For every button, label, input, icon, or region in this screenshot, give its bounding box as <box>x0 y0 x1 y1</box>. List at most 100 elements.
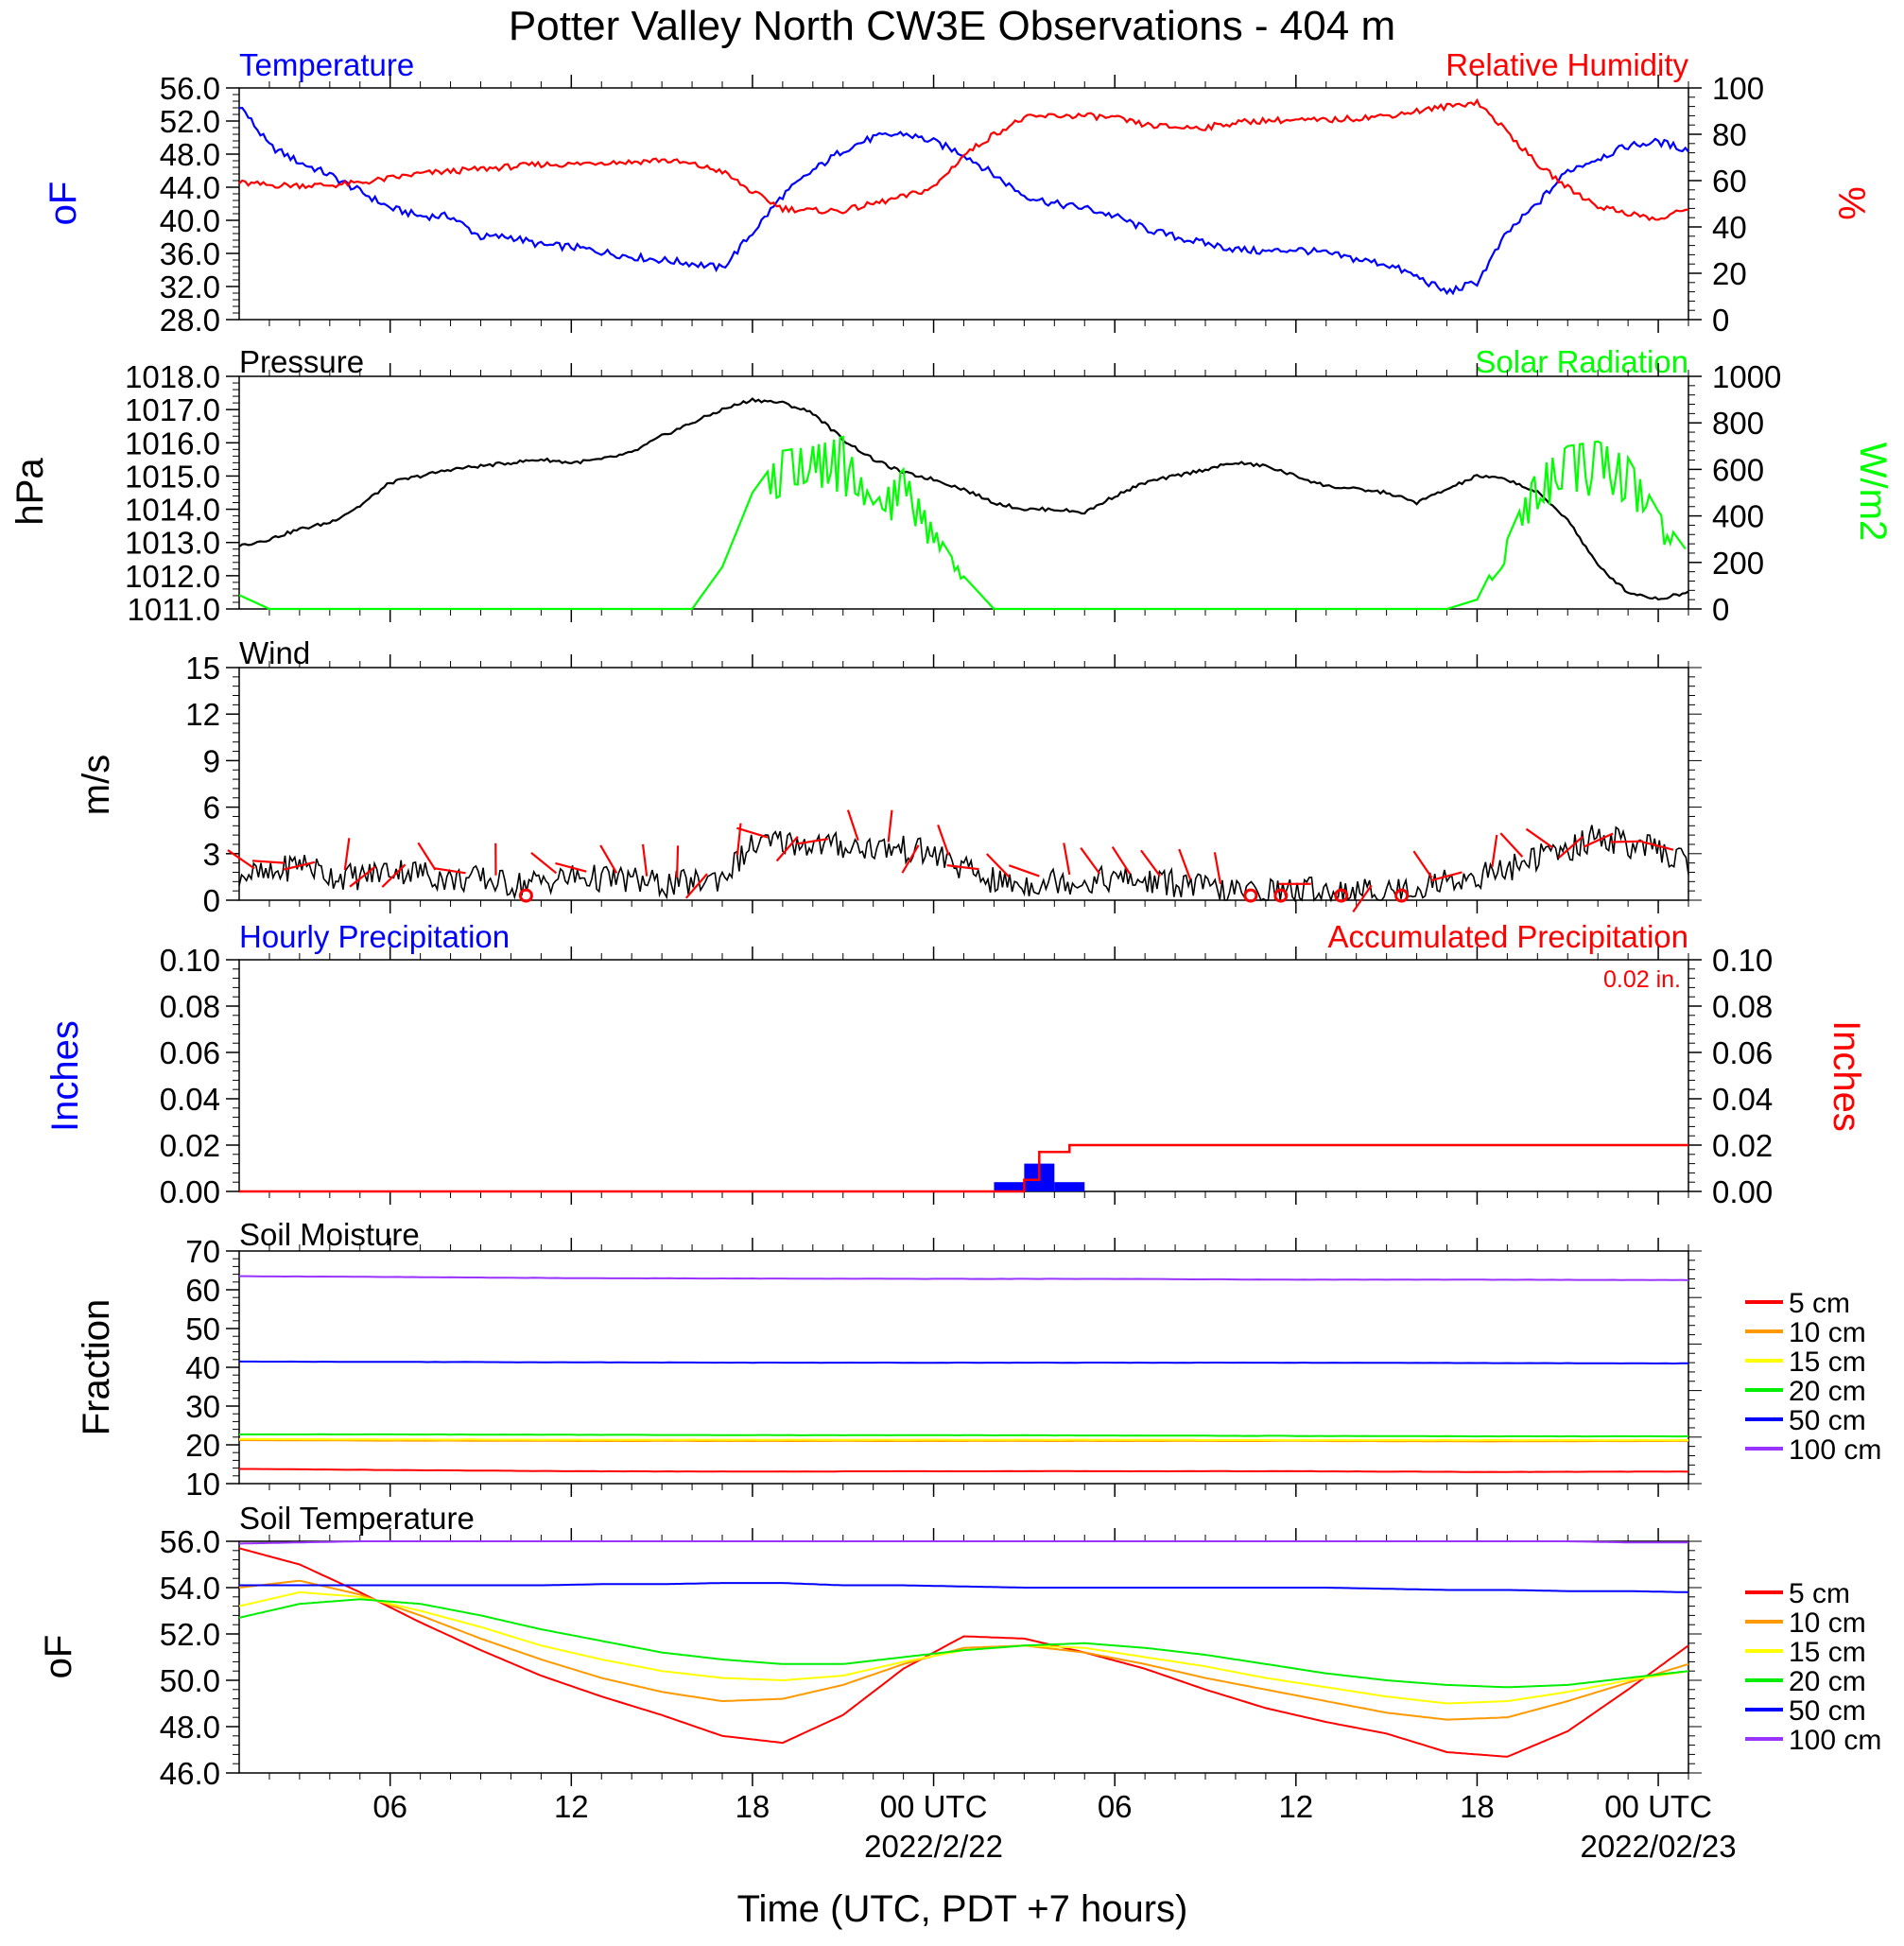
accum-precip-tick-label: 0.08 <box>1712 989 1773 1024</box>
hourly-precip-tick-label: 0.10 <box>160 943 220 978</box>
legend-label: 100 cm <box>1789 1725 1881 1756</box>
hourly-precip-tick-label: 0.04 <box>160 1082 220 1117</box>
wind-panel: Wind m/s 15 12 9 6 3 0 <box>76 635 1702 918</box>
humidity-line <box>238 97 1689 222</box>
accum-total-label: 0.02 in. <box>1603 966 1681 993</box>
temperature-tick-label: 56.0 <box>160 71 220 106</box>
legend-label: 15 cm <box>1789 1347 1866 1378</box>
wind-barb <box>684 873 708 899</box>
wind-barb <box>937 825 950 856</box>
wind-barb <box>227 849 255 870</box>
pressure-axis: 1018.01017.01016.01015.01014.01013.01012… <box>125 359 239 627</box>
temperature-humidity-series <box>238 97 1689 296</box>
pressure-title: Pressure <box>239 344 364 379</box>
accum-precip-tick-label: 0.02 <box>1712 1128 1773 1163</box>
soil-moisture-line <box>239 1275 1689 1281</box>
precipitation-panel: Hourly Precipitation Accumulated Precipi… <box>44 919 1867 1209</box>
solar-axis: 1000 800 600 400 200 0 <box>1688 359 1781 627</box>
soil-moisture-line <box>239 1437 1688 1442</box>
temperature-line <box>238 106 1689 296</box>
humidity-tick-label: 20 <box>1712 256 1747 291</box>
pressure-unit: hPa <box>9 458 51 526</box>
x-axis-label: Time (UTC, PDT +7 hours) <box>737 1888 1188 1930</box>
calm-wind-marker <box>1273 888 1289 903</box>
wind-title: Wind <box>239 635 310 670</box>
calm-wind-marker <box>518 888 533 903</box>
wind-barb <box>599 844 618 874</box>
pressure-tick-label: 1012.0 <box>125 559 220 594</box>
wind-tick-label: 12 <box>185 697 220 732</box>
soil-temperature-tick-label: 54.0 <box>160 1571 220 1606</box>
figure-title: Potter Valley North CW3E Observations - … <box>509 3 1395 49</box>
accum-precip-title: Accumulated Precipitation <box>1327 919 1688 954</box>
panel-frame <box>238 1250 1689 1485</box>
soil-moisture-line <box>239 1468 1689 1473</box>
wind-unit: m/s <box>76 755 117 815</box>
temperature-tick-label: 28.0 <box>160 303 220 338</box>
soil-moisture-tick-label: 10 <box>185 1467 220 1502</box>
panel-frame <box>238 667 1689 901</box>
temperature-tick-label: 36.0 <box>160 236 220 271</box>
soil-temperature-line <box>238 1579 1689 1721</box>
time-ticks <box>268 363 1689 622</box>
wind-barb <box>433 867 466 875</box>
panel-frame <box>238 959 1689 1192</box>
wind-barb <box>1491 834 1498 867</box>
pressure-solar-series <box>238 397 1689 611</box>
soil-moisture-tick-label: 70 <box>185 1234 220 1269</box>
hourly-precip-axis: 0.10 0.08 0.06 0.04 0.02 0.00 <box>160 943 239 1209</box>
solar-tick-label: 200 <box>1712 546 1764 581</box>
legend-label: 50 cm <box>1789 1405 1866 1436</box>
humidity-tick-label: 80 <box>1712 117 1747 152</box>
hourly-precip-tick-label: 0.00 <box>160 1174 220 1209</box>
temperature-tick-label: 32.0 <box>160 269 220 304</box>
soil-temperature-panel: Soil Temperature oF 56.0 54.0 52.0 50.0 48.0… <box>38 1501 1881 1791</box>
legend-label: 10 cm <box>1789 1607 1866 1639</box>
time-ticks <box>268 1238 1702 1497</box>
soil-temperature-axis: 56.0 54.0 52.0 50.0 48.0 46.0 <box>160 1524 239 1791</box>
wind-barb <box>736 826 769 839</box>
wind-barb <box>1525 827 1553 849</box>
soil-moisture-unit: Fraction <box>76 1299 117 1436</box>
time-tick-label: 00 UTC <box>1604 1789 1712 1824</box>
solar-tick-label: 400 <box>1712 499 1764 534</box>
wind-tick-label: 3 <box>203 837 220 872</box>
wind-barb <box>1558 835 1584 860</box>
soil-temperature-title: Soil Temperature <box>239 1501 475 1536</box>
wind-barb <box>530 852 558 875</box>
temperature-tick-label: 44.0 <box>160 170 220 205</box>
pressure-tick-label: 1018.0 <box>125 359 220 394</box>
wind-barb <box>283 860 316 871</box>
time-ticks <box>268 1528 1702 1786</box>
date-label: 2022/2/22 <box>864 1829 1003 1864</box>
wind-barb <box>796 838 828 845</box>
solar-line <box>238 435 1687 611</box>
wind-barb <box>1063 843 1071 876</box>
solar-tick-label: 1000 <box>1712 359 1781 394</box>
accum-precip-tick-label: 0.06 <box>1712 1035 1773 1070</box>
wind-barb <box>381 863 407 888</box>
soil-temperature-series <box>238 1540 1689 1758</box>
soil-moisture-tick-label: 40 <box>185 1350 220 1385</box>
wind-tick-label: 0 <box>203 883 220 918</box>
wind-barb <box>417 842 437 871</box>
wind-barb <box>1080 846 1101 875</box>
wind-barb <box>1213 852 1222 884</box>
wind-tick-label: 6 <box>203 791 220 825</box>
time-tick-label: 12 <box>1278 1789 1313 1824</box>
hourly-precip-tick-label: 0.06 <box>160 1035 220 1070</box>
wind-speed-line <box>238 825 1689 903</box>
wind-barb <box>555 861 587 873</box>
date-label: 2022/02/23 <box>1580 1829 1736 1864</box>
legend-label: 50 cm <box>1789 1695 1866 1727</box>
wind-barb <box>1352 884 1373 912</box>
wind-barb <box>675 845 680 878</box>
pressure-tick-label: 1016.0 <box>125 426 220 460</box>
time-ticks <box>268 654 1702 913</box>
solar-tick-label: 0 <box>1712 592 1729 627</box>
soil-temperature-line <box>238 1598 1689 1689</box>
soil-temperature-tick-label: 46.0 <box>160 1756 220 1791</box>
